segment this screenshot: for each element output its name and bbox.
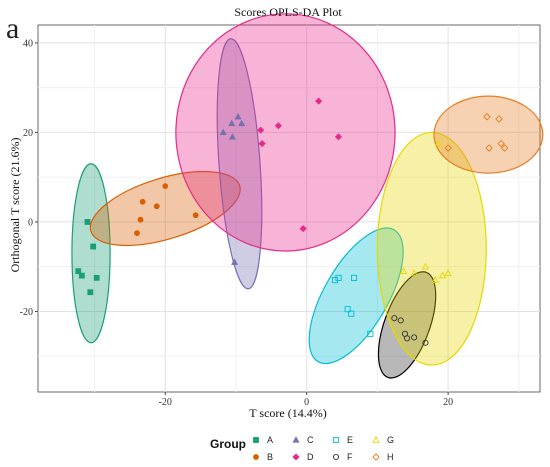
y-tick-label: 20 — [23, 128, 33, 139]
point-group-f — [391, 315, 398, 322]
y-axis-label: Orthogonal T score (21.6%) — [8, 138, 22, 273]
point-group-b — [134, 230, 140, 237]
legend-label-c: C — [307, 435, 314, 445]
ellipse-group-a — [71, 163, 111, 344]
y-tick-label: -20 — [20, 307, 33, 318]
legend-label-d: D — [307, 452, 314, 462]
point-group-e — [348, 310, 355, 317]
legend-marker-d — [292, 453, 300, 461]
point-group-a — [93, 274, 100, 281]
point-group-a — [78, 272, 85, 279]
legend-label-a: A — [267, 435, 273, 445]
legend-marker-b — [253, 454, 259, 460]
legend-label-e: E — [347, 435, 353, 445]
chart-title: Scores OPLS-DA Plot — [234, 5, 342, 19]
point-group-h — [497, 139, 505, 148]
point-group-h — [485, 144, 493, 152]
data-points — [75, 97, 509, 346]
point-group-c — [228, 133, 236, 140]
legend-label-f: F — [347, 452, 353, 462]
ellipse-group-d — [175, 13, 396, 252]
plot-background — [37, 24, 541, 393]
point-group-c — [231, 258, 239, 265]
legend-marker-c — [292, 436, 300, 443]
point-group-h — [495, 115, 503, 123]
confidence-ellipses — [71, 13, 544, 379]
point-group-c — [238, 119, 246, 127]
point-group-g — [438, 271, 447, 279]
point-group-g — [421, 262, 430, 270]
point-group-e — [344, 306, 351, 313]
ellipse-group-f — [377, 271, 437, 379]
point-group-a — [90, 243, 97, 250]
point-group-c — [234, 113, 242, 120]
point-group-d — [334, 133, 343, 141]
point-group-c — [219, 128, 227, 136]
point-group-e — [367, 330, 374, 337]
point-group-f — [404, 335, 411, 342]
point-group-f — [397, 317, 404, 324]
point-group-b — [153, 203, 160, 210]
point-group-b — [162, 183, 169, 190]
legend-title: Group — [210, 437, 246, 451]
ellipse-group-b — [89, 170, 241, 247]
x-tick-label: -20 — [159, 397, 172, 408]
x-tick-label: 20 — [443, 397, 453, 408]
panel-letter: a — [6, 12, 19, 45]
point-group-f — [411, 334, 418, 341]
legend-label-g: G — [387, 435, 394, 445]
point-group-d — [315, 97, 323, 105]
point-group-g — [434, 139, 442, 147]
point-group-g — [399, 267, 408, 274]
plot-frame — [37, 24, 541, 393]
point-group-c — [228, 119, 236, 127]
point-group-h — [444, 144, 452, 152]
point-group-d — [299, 225, 307, 233]
point-group-g — [410, 269, 418, 277]
y-tick-label: 40 — [23, 38, 33, 49]
y-tick-label: 0 — [28, 217, 33, 228]
x-axis-label: T score (14.4%) — [249, 406, 326, 420]
point-group-b — [137, 216, 144, 223]
legend-marker-f — [332, 453, 340, 461]
point-group-a — [84, 219, 91, 225]
point-group-e — [335, 274, 342, 281]
point-group-g — [431, 276, 440, 283]
ellipse-group-h — [433, 95, 544, 174]
point-group-b — [139, 198, 146, 205]
grid-lines — [38, 25, 540, 392]
legend-marker-g — [372, 435, 380, 443]
point-group-b — [192, 212, 199, 219]
legend-label-b: B — [267, 452, 273, 462]
ellipse-group-c — [216, 38, 263, 290]
point-group-h — [500, 144, 509, 152]
point-group-e — [350, 274, 358, 281]
point-group-d — [257, 126, 265, 134]
legend-label-h: H — [387, 452, 394, 462]
point-group-a — [87, 289, 94, 296]
axes: -20 0 20 -20 0 20 40 — [20, 38, 453, 408]
legend: Group AB CD EF GH — [210, 435, 394, 462]
ellipse-group-e — [308, 227, 404, 365]
point-group-a — [75, 268, 82, 275]
point-group-h — [483, 112, 491, 121]
point-group-d — [274, 122, 282, 130]
point-group-f — [422, 339, 429, 346]
ellipse-group-g — [376, 131, 487, 366]
legend-marker-h — [372, 453, 380, 461]
point-group-g — [444, 269, 452, 277]
legend-marker-e — [332, 436, 340, 444]
x-tick-label: 0 — [304, 397, 309, 408]
point-group-d — [258, 140, 266, 148]
legend-marker-a — [253, 437, 259, 443]
